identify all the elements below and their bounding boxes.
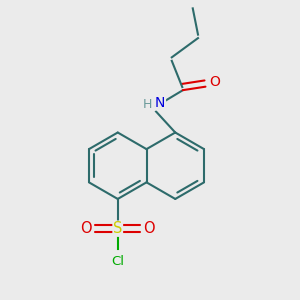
Text: O: O	[143, 221, 155, 236]
Text: O: O	[80, 221, 92, 236]
Text: O: O	[209, 75, 220, 89]
Text: Cl: Cl	[111, 255, 124, 268]
Text: H: H	[142, 98, 152, 111]
Text: N: N	[155, 96, 165, 110]
Text: S: S	[113, 221, 122, 236]
